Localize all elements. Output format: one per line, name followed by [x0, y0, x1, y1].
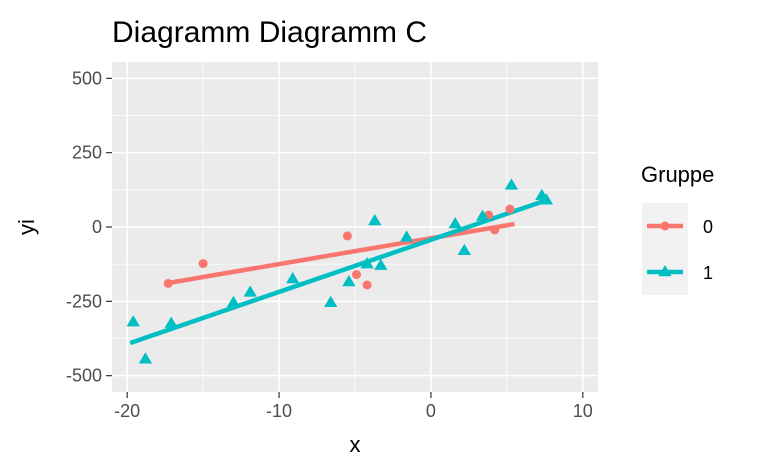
- data-point-group-1: [342, 275, 356, 287]
- data-point-group-1: [475, 209, 490, 221]
- data-point-group-1: [164, 316, 178, 328]
- data-point-group-0: [362, 280, 372, 290]
- y-tick-label: -250: [66, 291, 102, 311]
- data-point-group-1: [368, 214, 382, 226]
- legend-key-marker-0: [660, 221, 670, 231]
- x-axis-title: x: [350, 432, 361, 457]
- data-point-group-0: [505, 204, 515, 214]
- chart-title: Diagramm Diagramm C: [112, 16, 427, 49]
- data-point-group-1: [226, 295, 241, 308]
- data-point-group-1: [360, 257, 374, 269]
- legend-label-0: 0: [703, 217, 713, 237]
- data-point-group-1: [324, 295, 338, 308]
- legend-key-marker-1: [658, 265, 672, 277]
- axes: -20 -10 0 10 -500 -250 0 250 500: [66, 68, 593, 421]
- grid: [112, 62, 598, 392]
- data-point-group-0: [490, 225, 500, 235]
- data-point-group-1: [399, 230, 414, 242]
- y-axis-title: yi: [14, 219, 39, 235]
- data-point-group-0: [352, 270, 362, 280]
- x-tick-label: 0: [426, 401, 436, 421]
- fit-line-group-0: [164, 221, 515, 286]
- data-point-group-1: [448, 217, 462, 229]
- y-tick-label: 500: [72, 68, 102, 88]
- y-tick-label: 0: [92, 217, 102, 237]
- legend-title: Gruppe: [641, 162, 714, 187]
- fit-line-group-1: [129, 198, 548, 346]
- x-tick-label: -10: [266, 401, 292, 421]
- data-point-group-1: [126, 315, 140, 327]
- x-tick-label: 10: [573, 401, 593, 421]
- legend: Gruppe 0 1: [641, 162, 714, 295]
- y-tick-label: -500: [66, 366, 102, 386]
- data-point-group-1: [138, 352, 153, 364]
- y-tick-label: 250: [72, 143, 102, 163]
- fit-lines: [129, 198, 548, 346]
- data-point-group-1: [243, 285, 257, 297]
- data-point-group-0: [198, 259, 208, 269]
- data-points: [126, 178, 554, 364]
- x-tick-label: -20: [114, 401, 140, 421]
- data-point-group-1: [286, 272, 300, 284]
- data-point-group-0: [342, 231, 352, 241]
- data-point-group-0: [163, 278, 173, 288]
- data-point-group-1: [374, 258, 388, 270]
- data-point-group-1: [457, 243, 471, 255]
- data-point-group-1: [539, 193, 554, 205]
- data-point-group-1: [504, 178, 519, 190]
- legend-label-1: 1: [703, 263, 713, 283]
